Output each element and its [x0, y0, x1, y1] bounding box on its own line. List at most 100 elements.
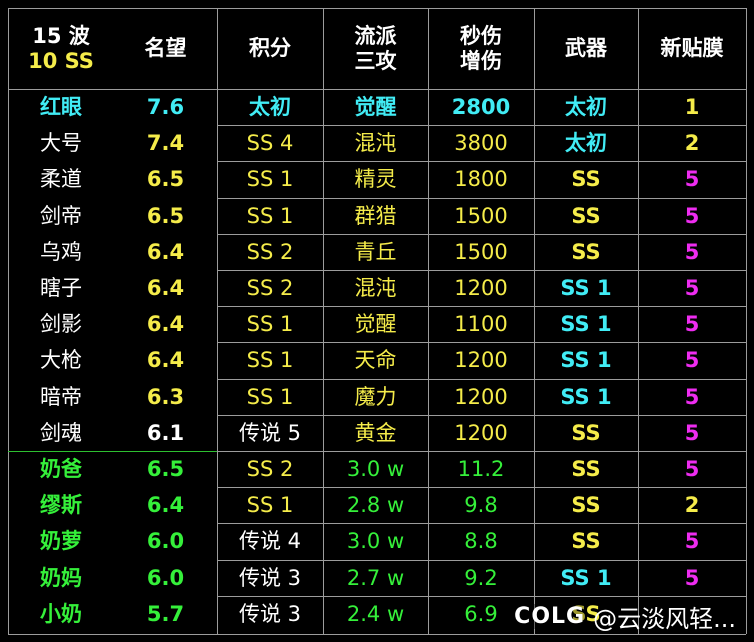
- cell-fame: 6.4: [146, 239, 185, 264]
- table-border-left: [8, 8, 9, 634]
- cell-film: 5: [684, 312, 700, 337]
- cell-profession: 大号: [40, 131, 82, 156]
- cell-film: 1: [684, 95, 700, 120]
- header-line: 积分: [249, 36, 291, 61]
- cell-film: 5: [684, 529, 700, 554]
- cell-school: 黄金: [354, 420, 397, 445]
- cell-fame: 6.0: [146, 529, 185, 554]
- cell-film: 2: [684, 131, 700, 156]
- header-line: 增伤: [460, 48, 502, 73]
- cell-profession: 暗帝: [40, 384, 82, 409]
- cell-school: 魔力: [354, 384, 397, 409]
- cell-film: 5: [684, 167, 700, 192]
- cell-school: 混沌: [354, 131, 397, 156]
- cell-damage: 1100: [454, 312, 508, 337]
- cell-school: 觉醒: [354, 312, 397, 337]
- header-line: 名望: [144, 36, 187, 61]
- cell-weapon: SS: [571, 203, 601, 228]
- cell-weapon: 太初: [565, 131, 607, 156]
- header-line: 秒伤: [460, 24, 502, 49]
- cell-points: 传说 3: [238, 565, 302, 590]
- cell-damage: 1200: [454, 276, 508, 301]
- header-profession: 15 波 10 SS: [8, 8, 114, 89]
- grid-vline: [638, 8, 639, 634]
- cell-profession: 大枪: [40, 348, 82, 373]
- grid-hline: [217, 270, 746, 271]
- cell-fame: 6.4: [146, 312, 185, 337]
- cell-film: 5: [684, 203, 700, 228]
- grid-hline: [217, 560, 746, 561]
- cell-fame: 6.3: [146, 384, 185, 409]
- cell-school: 2.4 w: [346, 601, 405, 626]
- cell-damage: 1200: [454, 348, 508, 373]
- cell-damage: 1200: [454, 420, 508, 445]
- cell-weapon: SS 1: [560, 565, 612, 590]
- cell-school: 2.7 w: [346, 565, 405, 590]
- cell-profession: 瞎子: [40, 276, 82, 301]
- cell-weapon: SS 1: [560, 348, 612, 373]
- cell-profession: 剑影: [40, 312, 82, 337]
- cell-weapon: SS 1: [560, 384, 612, 409]
- cell-damage: 2800: [451, 95, 511, 120]
- grid-hline: [217, 415, 746, 416]
- header-school: 流派 三攻: [323, 8, 428, 89]
- cell-film: 5: [684, 457, 700, 482]
- header-points: 积分: [217, 8, 323, 89]
- grid-hline: [217, 306, 746, 307]
- cell-fame: 7.6: [146, 95, 185, 120]
- cell-weapon: SS: [571, 420, 601, 445]
- grid-hline: [217, 596, 746, 597]
- cell-points: SS 1: [246, 203, 294, 228]
- cell-damage: 1500: [454, 239, 508, 264]
- cell-points: 传说 3: [238, 601, 302, 626]
- cell-film: 5: [684, 565, 700, 590]
- cell-film: 5: [684, 384, 700, 409]
- grid-hline: [217, 125, 746, 126]
- cell-film: 2: [684, 493, 700, 518]
- header-line: 15 波: [32, 24, 90, 49]
- header-line: 10 SS: [28, 48, 94, 73]
- cell-profession: 缪斯: [40, 493, 82, 518]
- cell-film: 5: [684, 420, 700, 445]
- header-separator: [8, 89, 746, 90]
- grid-hline: [217, 487, 746, 488]
- cell-school: 天命: [354, 348, 397, 373]
- cell-profession: 柔道: [40, 167, 82, 192]
- header-line: 新贴膜: [660, 36, 724, 61]
- cell-profession: 剑魂: [40, 420, 82, 445]
- cell-fame: 6.1: [146, 420, 185, 445]
- cell-film: 5: [684, 348, 700, 373]
- cell-film: 5: [684, 276, 700, 301]
- watermark: COLG @云淡风轻...: [512, 599, 736, 634]
- cell-points: 太初: [249, 95, 291, 120]
- cell-points: SS 2: [246, 457, 294, 482]
- cell-profession: 奶爸: [40, 457, 82, 482]
- cell-profession: 乌鸡: [40, 239, 82, 264]
- cell-fame: 6.5: [146, 457, 185, 482]
- grid-hline: [217, 523, 746, 524]
- cell-points: SS 1: [246, 493, 294, 518]
- cell-fame: 6.4: [146, 493, 185, 518]
- cell-profession: 红眼: [40, 95, 82, 120]
- cell-school: 3.0 w: [346, 457, 405, 482]
- header-damage: 秒伤 增伤: [428, 8, 534, 89]
- cell-school: 2.8 w: [346, 493, 405, 518]
- cell-fame: 6.0: [146, 565, 185, 590]
- header-line: 武器: [565, 36, 607, 61]
- cell-fame: 6.4: [146, 348, 185, 373]
- cell-school: 觉醒: [354, 95, 397, 120]
- cell-damage: 3800: [454, 131, 508, 156]
- header-line: 流派: [354, 24, 397, 49]
- cell-profession: 奶萝: [40, 529, 82, 554]
- cell-points: SS 1: [246, 167, 294, 192]
- cell-profession: 小奶: [40, 601, 82, 626]
- cell-weapon: 太初: [565, 95, 607, 120]
- grid-vline: [534, 8, 535, 634]
- cell-school: 精灵: [354, 167, 397, 192]
- cell-fame: 6.4: [146, 276, 185, 301]
- cell-points: SS 4: [246, 131, 294, 156]
- cell-profession: 奶妈: [40, 565, 82, 590]
- grid-hline: [217, 161, 746, 162]
- grid-hline: [217, 342, 746, 343]
